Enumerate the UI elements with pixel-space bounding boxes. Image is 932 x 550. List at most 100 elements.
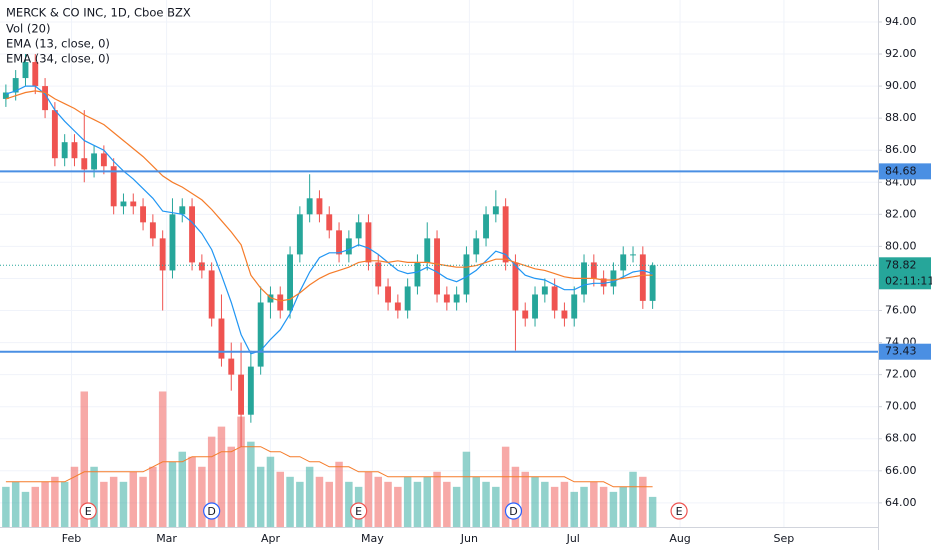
volume-bar [266,456,275,527]
volume-bar [2,486,10,527]
candle-body [492,206,499,215]
candle-body [600,278,607,287]
candle-body [473,238,480,255]
candle-body [551,286,558,311]
volume-bar [482,481,490,527]
candle-body [443,294,450,303]
candle-body [610,270,617,287]
candle-body [247,366,254,415]
event-label: E [676,505,683,518]
volume-bar [413,481,422,527]
candle-body [316,198,323,215]
ema-line [5,85,653,355]
volume-bar [21,491,30,527]
candle-body [385,286,391,303]
legend-entry: Vol (20) [6,22,50,36]
candle-body [71,142,78,159]
volume-bar [207,436,216,527]
candle-body [267,294,274,303]
candle-body [483,214,489,239]
candle-body [502,206,509,263]
volume-bar [619,486,627,527]
volume-bar [70,466,79,527]
volume-bar [374,476,382,527]
volume-bar [286,476,294,527]
volume-bar [305,466,314,527]
event-label: E [85,505,92,518]
candle-body [130,201,137,207]
event-label: D [509,505,517,518]
volume-bar [296,481,304,527]
volume-bar [188,456,196,527]
price-label: 84.68 [885,164,917,177]
candle-body [208,270,215,319]
volume-bar [227,446,235,527]
candle-body [218,318,225,359]
candle-body [541,286,548,295]
volume-bar [403,476,412,527]
candle-body [228,358,235,375]
volume-bar [580,486,588,527]
volume-bar [570,491,578,527]
volume-bar [472,476,480,527]
volume-bar [511,466,520,527]
candle-body [649,265,656,301]
candle-body [110,166,117,207]
volume-bar [550,486,559,527]
candle-body [326,214,333,231]
x-tick-label: Feb [62,532,81,545]
event-marker [203,502,221,520]
event-marker [504,502,523,520]
x-tick-label: Jul [566,532,580,545]
x-tick-label: Jun [460,532,478,545]
chart-title: MERCK & CO INC, 1D, Cboe BZX [6,6,191,20]
candle-body [198,262,205,271]
y-tick-label: 70.00 [885,400,917,413]
candle-body [620,254,627,271]
y-tick-label: 80.00 [885,239,917,252]
price-label-box [879,257,931,290]
legend-entry: EMA (13, close, 0) [6,37,110,51]
legend-entry: EMA (34, close, 0) [6,52,110,66]
candle-body [169,214,176,271]
volume-bar [531,476,539,527]
volume-bar [139,476,147,527]
y-tick-label: 90.00 [885,79,917,92]
price-label: 78.82 [885,258,917,271]
y-tick-label: 88.00 [885,111,917,124]
candle-body [375,262,382,287]
y-tick-label: 82.00 [885,207,917,220]
ema-line [5,90,653,302]
volume-bar [31,486,40,527]
candle-body [149,222,156,239]
volume-bar [41,481,49,527]
candle-body [345,238,352,255]
volume-bar [609,491,618,527]
y-tick-label: 86.00 [885,143,917,156]
candle-body [336,230,342,255]
volume-bar [178,451,187,527]
candle-body [522,310,529,319]
candle-body [120,201,127,207]
candle-body [296,214,303,255]
y-tick-label: 68.00 [885,432,917,445]
candle-body [238,374,244,415]
candle-body [404,286,411,311]
volume-bar [560,481,569,527]
candle-body [453,294,460,303]
candle-body [100,153,107,167]
volume-bar [541,481,549,527]
volume-bar [51,476,59,527]
volume-bar [11,481,20,527]
volume-bar [345,481,353,527]
volume-bar [384,481,392,527]
candle-body [51,110,58,159]
candle-body [414,262,421,287]
candle-body [394,302,401,311]
volume-bar [433,471,441,527]
volume-bar [256,466,265,527]
y-tick-label: 72.00 [885,368,917,381]
volume-bar [590,481,598,527]
y-tick-label: 76.00 [885,304,917,317]
